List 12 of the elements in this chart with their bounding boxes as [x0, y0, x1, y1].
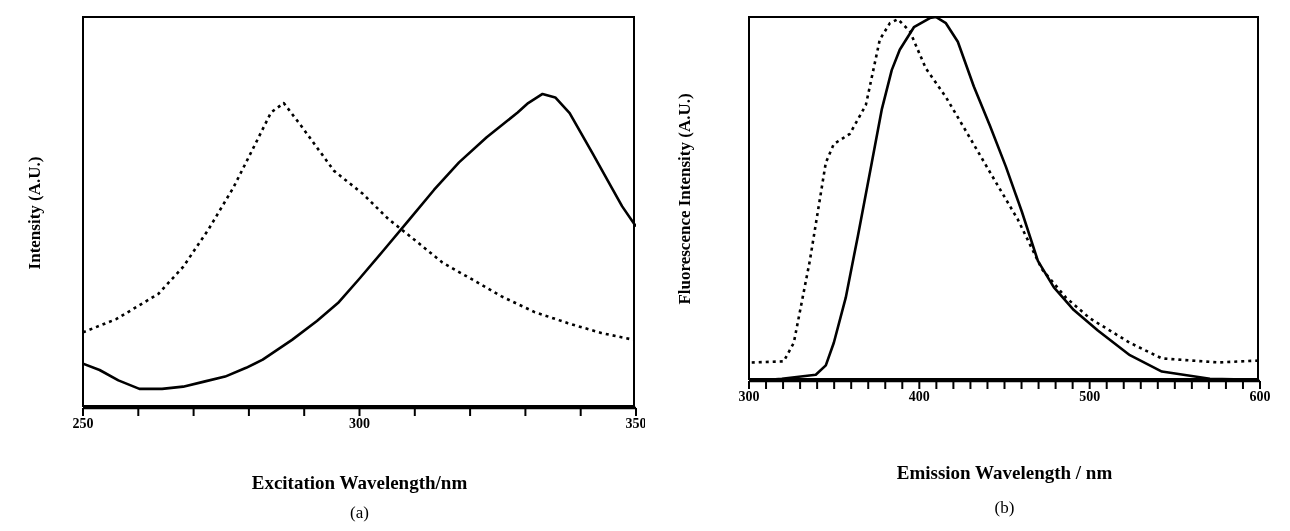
- x-axis-title: Emission Wavelength / nm: [895, 462, 1114, 484]
- x-tick-label: 250: [72, 415, 94, 431]
- y-axis-title: Intensity (A.U.): [25, 156, 45, 269]
- x-tick-label: 600: [1249, 388, 1271, 404]
- y-axis-title: Fluorescence Intensity (A.U.): [675, 93, 695, 305]
- x-tick-label: 500: [1079, 388, 1101, 404]
- text: (a): [349, 503, 370, 523]
- x-tick-label: 300: [738, 388, 760, 404]
- x-tick-label: 400: [908, 388, 930, 404]
- x-axis-title: Excitation Wavelength/nm: [250, 472, 469, 494]
- x-tick-label: 300: [349, 415, 370, 431]
- text: (b): [993, 498, 1016, 518]
